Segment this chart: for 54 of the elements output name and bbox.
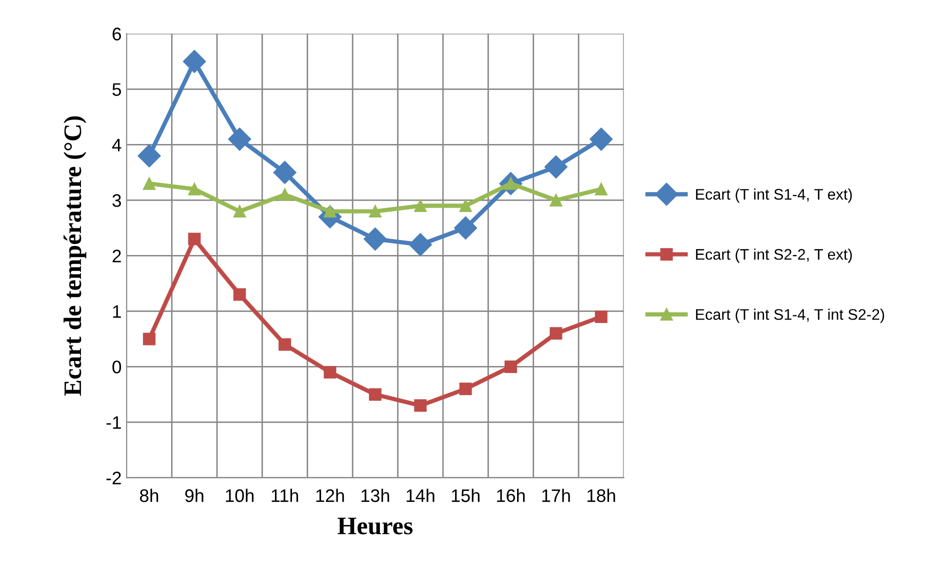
point [364, 228, 387, 251]
point [414, 399, 427, 412]
point [590, 128, 613, 151]
point [228, 128, 252, 151]
point [368, 388, 382, 401]
point [278, 338, 292, 351]
point [324, 366, 336, 379]
x-tick-label: 15h [452, 488, 480, 502]
point [459, 382, 472, 396]
point [459, 200, 472, 212]
y-tick-label: -1 [106, 416, 121, 429]
x-tick-label: 17h [542, 488, 570, 502]
y-axis-title: Ecart de température (°C) [64, 116, 86, 396]
point [504, 360, 518, 373]
point [544, 155, 568, 178]
point [414, 200, 427, 212]
x-tick-label: 10h [226, 488, 254, 502]
legend-label: Ecart (T int S1-4, T ext) [696, 188, 852, 203]
point [550, 327, 562, 340]
y-tick-label: -2 [106, 472, 121, 484]
point [594, 310, 608, 324]
point [142, 332, 156, 346]
y-tick-label: 3 [112, 194, 121, 207]
x-tick-label: 16h [497, 488, 525, 502]
point [594, 182, 608, 196]
point [138, 144, 161, 168]
point [188, 182, 201, 196]
legend-label: Ecart (T int S2-2, T ext) [696, 248, 852, 263]
x-tick-label: 13h [362, 488, 390, 502]
y-tick-label: 0 [112, 360, 122, 374]
legend-label: Ecart (T int S1-4, T int S2-2) [696, 308, 884, 323]
y-tick-label: 6 [112, 28, 121, 40]
y-tick-label: 4 [112, 138, 122, 152]
point [233, 205, 246, 218]
point [454, 216, 478, 240]
point [188, 232, 201, 246]
y-tick-label: 2 [112, 250, 121, 262]
point [408, 233, 432, 256]
point [273, 160, 296, 184]
point [368, 205, 382, 218]
x-tick-label: 9h [185, 488, 204, 502]
x-tick-label: 11h [272, 488, 298, 502]
point [278, 188, 292, 201]
point [142, 177, 156, 190]
point [550, 194, 562, 206]
point [233, 288, 246, 301]
x-tick-label: 14h [406, 488, 434, 502]
y-tick-label: 5 [112, 83, 122, 96]
x-tick-label: 12h [316, 488, 344, 502]
x-tick-label: 8h [140, 488, 158, 502]
x-axis-title: Heures [338, 518, 413, 534]
x-tick-label: 18h [587, 488, 616, 502]
y-tick-label: 1 [113, 305, 121, 318]
point [182, 50, 206, 73]
